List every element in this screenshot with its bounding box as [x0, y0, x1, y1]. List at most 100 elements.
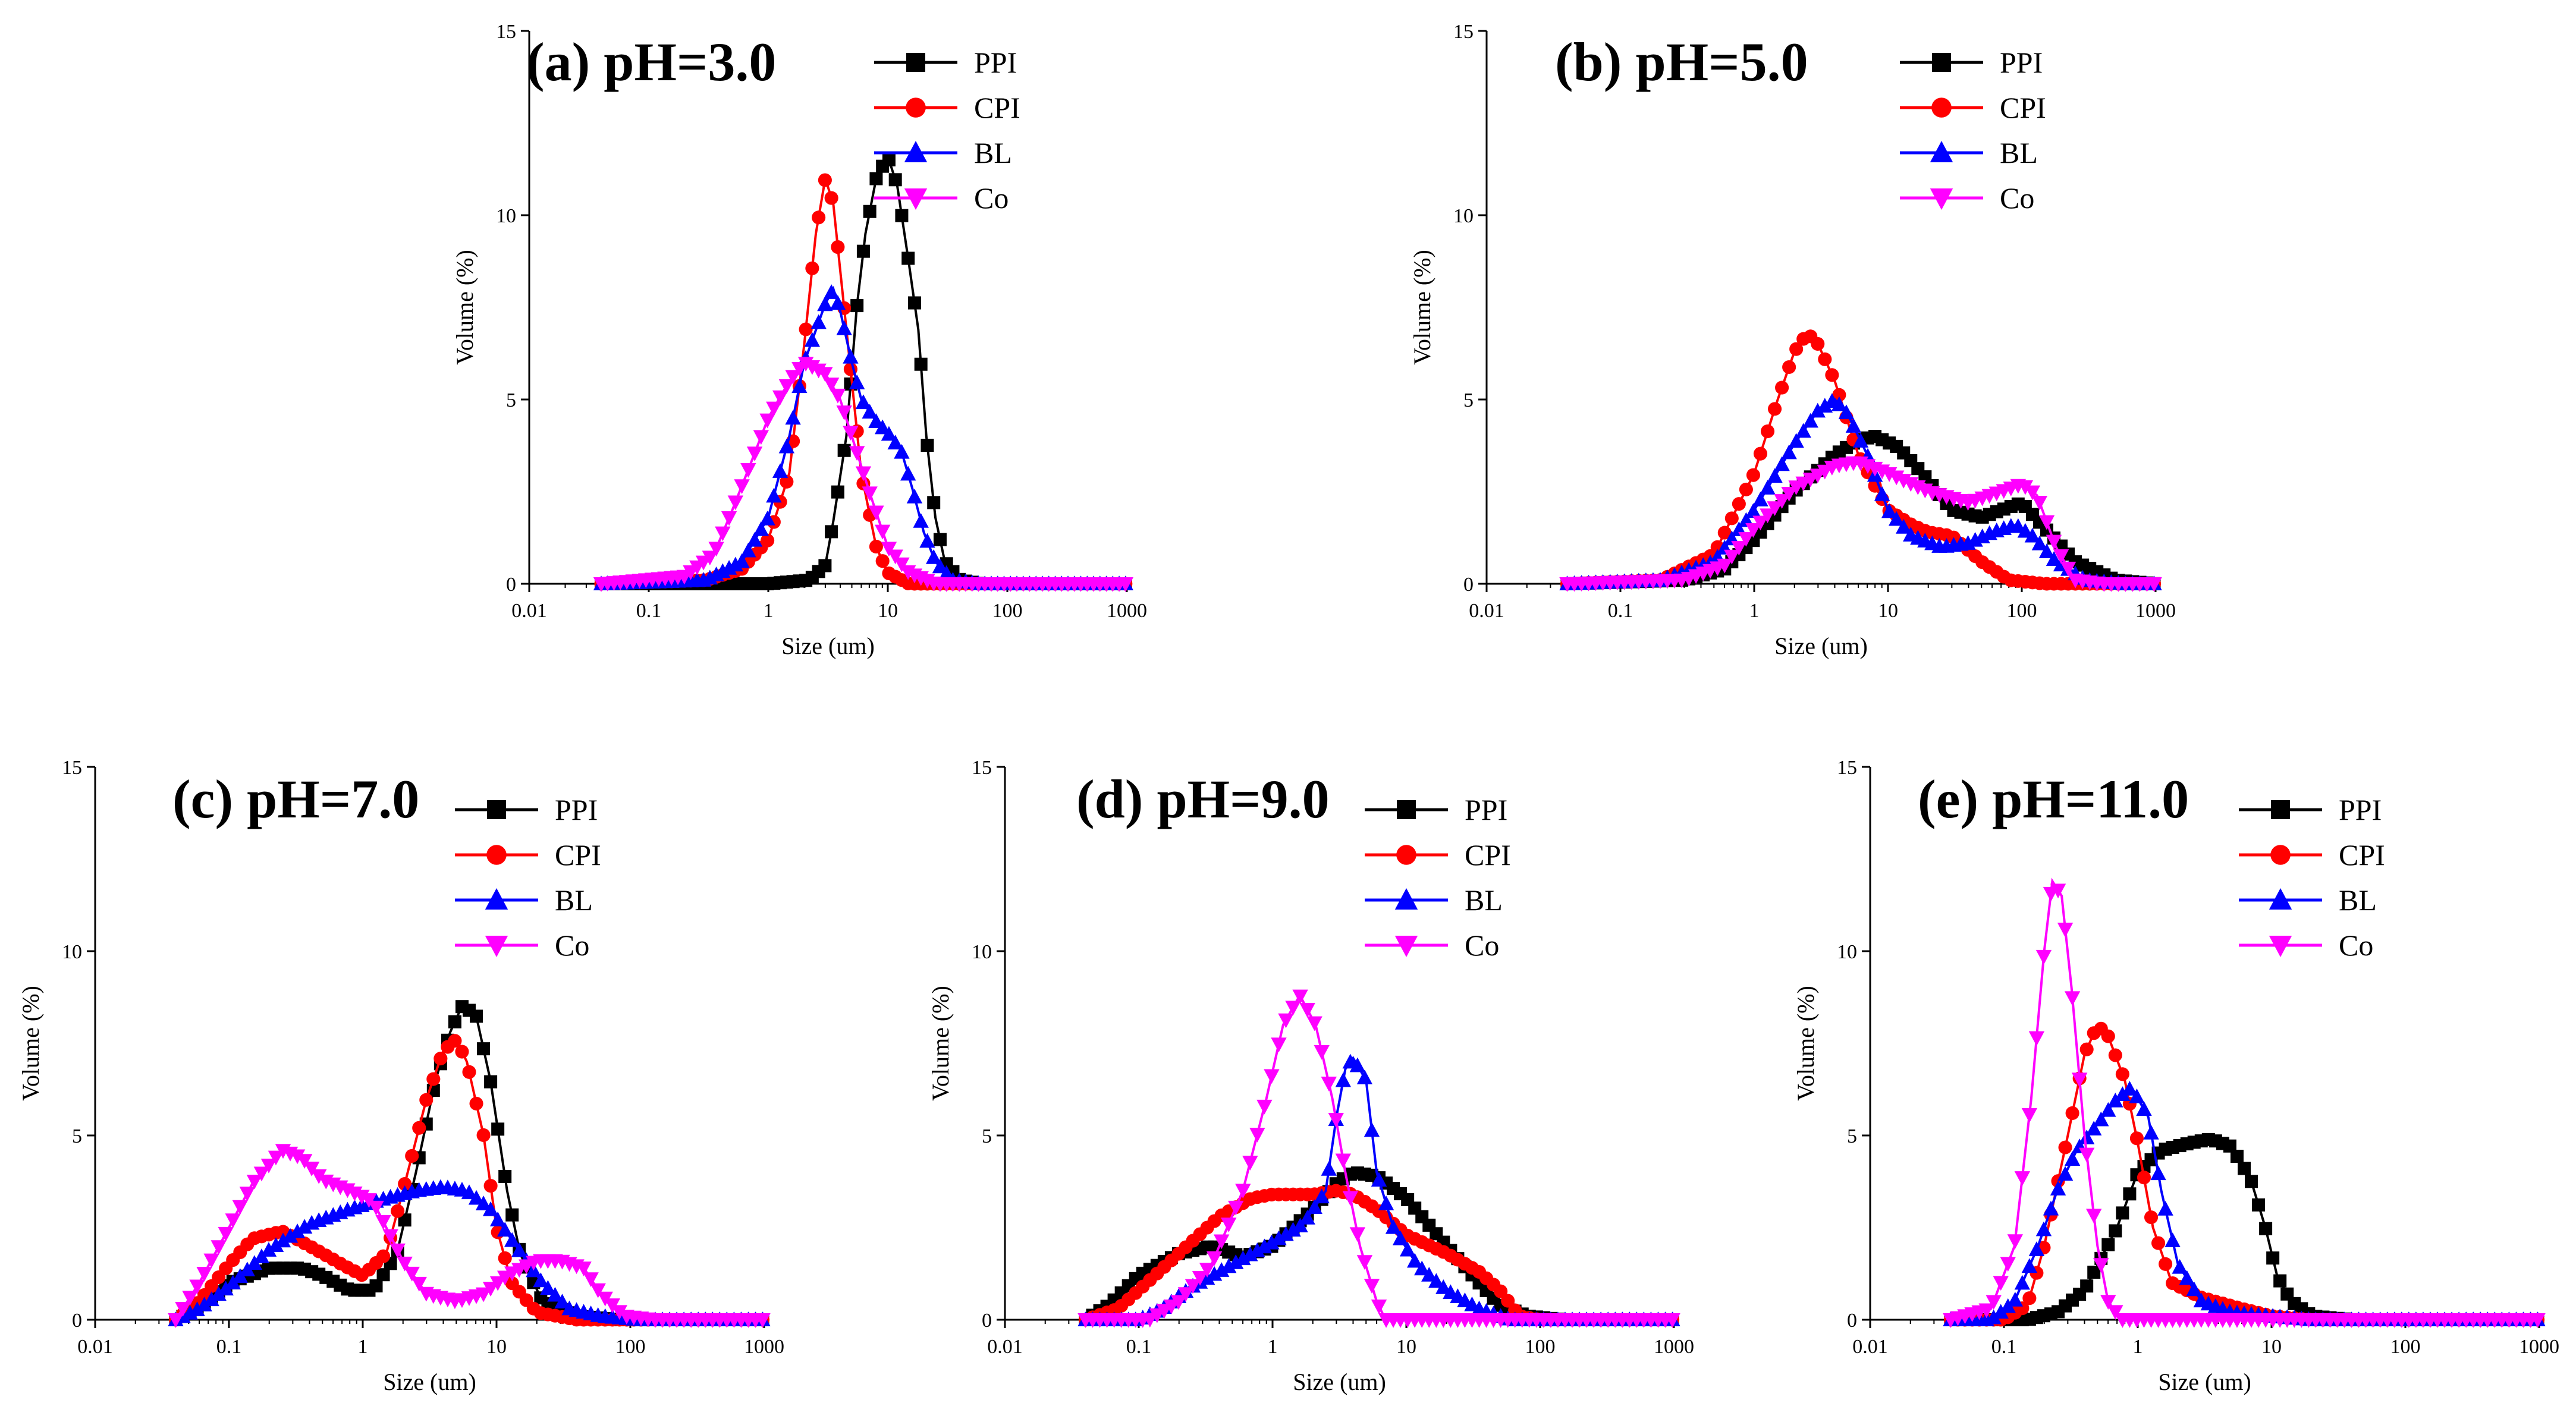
- data-point: [505, 1208, 519, 1222]
- data-point: [874, 524, 891, 540]
- data-point: [855, 394, 872, 410]
- data-point: [830, 295, 846, 310]
- series-co: [1077, 989, 1680, 1328]
- data-point: [746, 531, 763, 547]
- legend-item-cpi: CPI: [2239, 838, 2385, 872]
- data-point: [462, 1065, 476, 1079]
- data-point: [785, 410, 801, 425]
- data-point: [211, 1286, 227, 1301]
- data-point: [831, 240, 845, 254]
- data-point: [2007, 1291, 2024, 1307]
- x-axis-label: Size (um): [781, 633, 875, 659]
- data-point: [203, 1253, 219, 1269]
- data-point: [1739, 482, 1753, 496]
- data-point: [1306, 1016, 1322, 1031]
- data-point: [780, 474, 794, 489]
- x-tick-label: 1: [1749, 600, 1760, 622]
- data-point: [2078, 1147, 2095, 1163]
- data-point: [1256, 1099, 1273, 1115]
- x-axis-label: Size (um): [383, 1368, 476, 1395]
- data-point: [2129, 1088, 2145, 1103]
- data-point: [933, 533, 947, 546]
- data-point: [831, 485, 844, 499]
- legend-item-co: Co: [1900, 181, 2034, 215]
- x-axis-label: Size (um): [2158, 1368, 2251, 1395]
- data-point: [498, 1169, 512, 1183]
- data-point: [881, 542, 897, 557]
- data-point: [218, 1281, 234, 1296]
- data-point: [1364, 1122, 1380, 1137]
- legend-item-bl: BL: [2239, 883, 2377, 917]
- data-point: [2223, 1139, 2236, 1153]
- data-point: [1206, 1266, 1223, 1281]
- x-tick-label: 1000: [2519, 1336, 2559, 1358]
- data-point: [1371, 1300, 1387, 1314]
- data-point: [412, 1121, 426, 1135]
- data-point: [727, 495, 744, 511]
- data-point: [753, 430, 769, 445]
- data-point: [369, 1279, 383, 1293]
- legend-item-co: Co: [874, 181, 1009, 215]
- data-point: [818, 173, 832, 187]
- legend-marker: [1394, 936, 1418, 957]
- legend-marker: [486, 845, 507, 865]
- data-point: [482, 1201, 499, 1216]
- data-point: [772, 463, 788, 478]
- data-point: [2038, 515, 2055, 530]
- data-point: [708, 542, 724, 557]
- legend-marker: [1932, 53, 1951, 72]
- data-point: [1364, 1279, 1380, 1294]
- data-point: [925, 549, 942, 564]
- data-point: [275, 1232, 291, 1248]
- data-point: [1213, 1262, 1230, 1277]
- legend-marker: [2271, 800, 2290, 819]
- data-point: [1235, 1184, 1251, 1198]
- data-point: [1838, 404, 1855, 420]
- data-point: [2053, 549, 2069, 564]
- legend-label: BL: [974, 136, 1012, 169]
- data-point: [1888, 511, 1905, 526]
- data-point: [837, 443, 851, 457]
- data-point: [1299, 1210, 1315, 1225]
- series-line: [1950, 1086, 2539, 1321]
- data-point: [1314, 1045, 1330, 1060]
- data-point: [2101, 1238, 2115, 1251]
- data-point: [268, 1237, 284, 1252]
- data-point: [1342, 1191, 1359, 1206]
- legend: PPI CPI BL Co: [1900, 46, 2046, 215]
- data-point: [196, 1297, 212, 1312]
- x-tick-label: 1: [358, 1336, 368, 1358]
- x-tick-label: 10: [878, 600, 898, 622]
- y-tick-label: 5: [72, 1125, 82, 1147]
- data-point: [1831, 396, 1848, 411]
- data-point: [1881, 503, 1898, 518]
- data-point: [1299, 1003, 1315, 1018]
- data-point: [938, 565, 954, 580]
- legend-label: PPI: [2339, 793, 2382, 826]
- data-point: [232, 1200, 249, 1215]
- data-point: [2086, 1209, 2102, 1224]
- data-point: [1781, 486, 1797, 502]
- data-point: [2179, 1270, 2195, 1285]
- data-point: [1752, 515, 1768, 531]
- data-point: [469, 1096, 483, 1110]
- data-point: [778, 379, 795, 394]
- x-tick-label: 0.1: [216, 1336, 242, 1358]
- legend-marker: [906, 53, 925, 72]
- chart-panel-a: 0.01 0.1 1 10 100 1000 0 5 10 15 Size (um) Volume (…: [451, 21, 1147, 659]
- data-point: [843, 426, 859, 441]
- legend-marker: [1931, 97, 1952, 118]
- data-point: [2100, 1295, 2116, 1310]
- data-point: [1406, 1253, 1423, 1268]
- legend-item-bl: BL: [1900, 136, 2038, 169]
- legend-item-ppi: PPI: [1900, 46, 2043, 79]
- data-point: [1206, 1251, 1223, 1266]
- y-tick-label: 0: [1847, 1310, 1857, 1332]
- legend-marker: [1396, 845, 1416, 865]
- data-point: [1752, 491, 1768, 506]
- legend-marker: [1397, 800, 1416, 819]
- data-point: [1818, 352, 1832, 366]
- data-point: [1321, 1161, 1337, 1176]
- data-point: [2101, 1029, 2115, 1043]
